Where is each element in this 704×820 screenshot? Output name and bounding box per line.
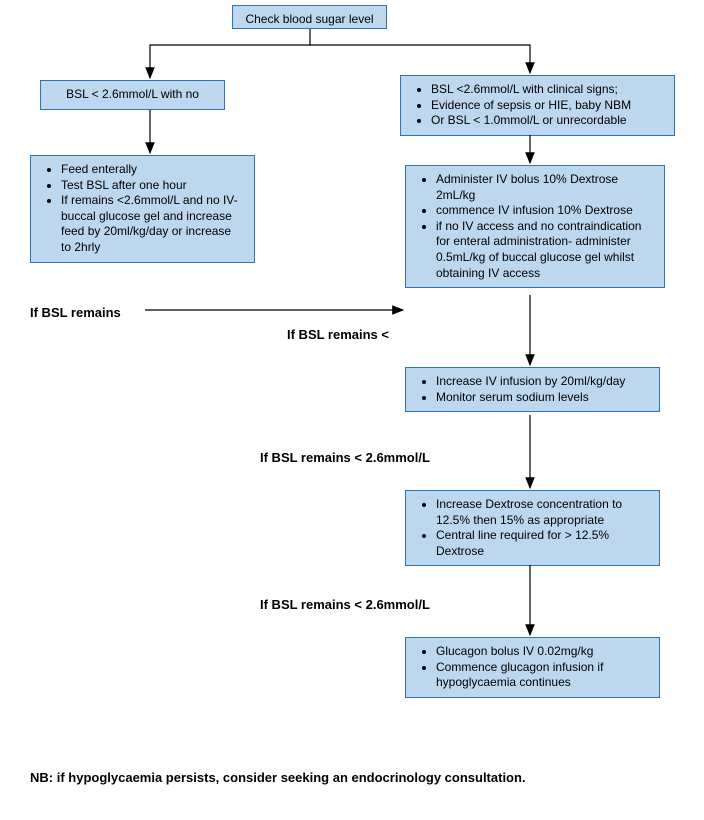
node-start-text: Check blood sugar level	[245, 12, 373, 26]
list-item: if no IV access and no contraindication …	[436, 219, 654, 281]
node-right2: Administer IV bolus 10% Dextrose 2mL/kg …	[405, 165, 665, 288]
node-left1-text: BSL < 2.6mmol/L with no	[66, 87, 199, 101]
footnote: NB: if hypoglycaemia persists, consider …	[30, 770, 526, 785]
node-right5-list: Glucagon bolus IV 0.02mg/kg Commence glu…	[416, 644, 649, 691]
node-left2-list: Feed enterally Test BSL after one hour I…	[41, 162, 244, 256]
list-item: If remains <2.6mmol/L and no IV- buccal …	[61, 193, 244, 255]
list-item: BSL <2.6mmol/L with clinical signs;	[431, 82, 664, 98]
node-right4-list: Increase Dextrose concentration to 12.5%…	[416, 497, 649, 559]
node-right1: BSL <2.6mmol/L with clinical signs; Evid…	[400, 75, 675, 136]
list-item: Administer IV bolus 10% Dextrose 2mL/kg	[436, 172, 654, 203]
node-right5: Glucagon bolus IV 0.02mg/kg Commence glu…	[405, 637, 660, 698]
label-bsl-remains-4: If BSL remains < 2.6mmol/L	[260, 597, 430, 612]
label-bsl-remains-2: If BSL remains <	[287, 327, 389, 342]
list-item: Commence glucagon infusion if hypoglycae…	[436, 660, 649, 691]
node-right3-list: Increase IV infusion by 20ml/kg/day Moni…	[416, 374, 649, 405]
node-left1: BSL < 2.6mmol/L with no	[40, 80, 225, 110]
node-right3: Increase IV infusion by 20ml/kg/day Moni…	[405, 367, 660, 412]
list-item: Or BSL < 1.0mmol/L or unrecordable	[431, 113, 664, 129]
list-item: Increase IV infusion by 20ml/kg/day	[436, 374, 649, 390]
list-item: Test BSL after one hour	[61, 178, 244, 194]
label-bsl-remains-3: If BSL remains < 2.6mmol/L	[260, 450, 430, 465]
label-bsl-remains-1: If BSL remains	[30, 305, 121, 320]
list-item: commence IV infusion 10% Dextrose	[436, 203, 654, 219]
list-item: Glucagon bolus IV 0.02mg/kg	[436, 644, 649, 660]
list-item: Central line required for > 12.5% Dextro…	[436, 528, 649, 559]
list-item: Monitor serum sodium levels	[436, 390, 649, 406]
list-item: Increase Dextrose concentration to 12.5%…	[436, 497, 649, 528]
list-item: Evidence of sepsis or HIE, baby NBM	[431, 98, 664, 114]
node-right4: Increase Dextrose concentration to 12.5%…	[405, 490, 660, 566]
list-item: Feed enterally	[61, 162, 244, 178]
node-right1-list: BSL <2.6mmol/L with clinical signs; Evid…	[411, 82, 664, 129]
node-left2: Feed enterally Test BSL after one hour I…	[30, 155, 255, 263]
node-right2-list: Administer IV bolus 10% Dextrose 2mL/kg …	[416, 172, 654, 281]
node-start: Check blood sugar level	[232, 5, 387, 29]
